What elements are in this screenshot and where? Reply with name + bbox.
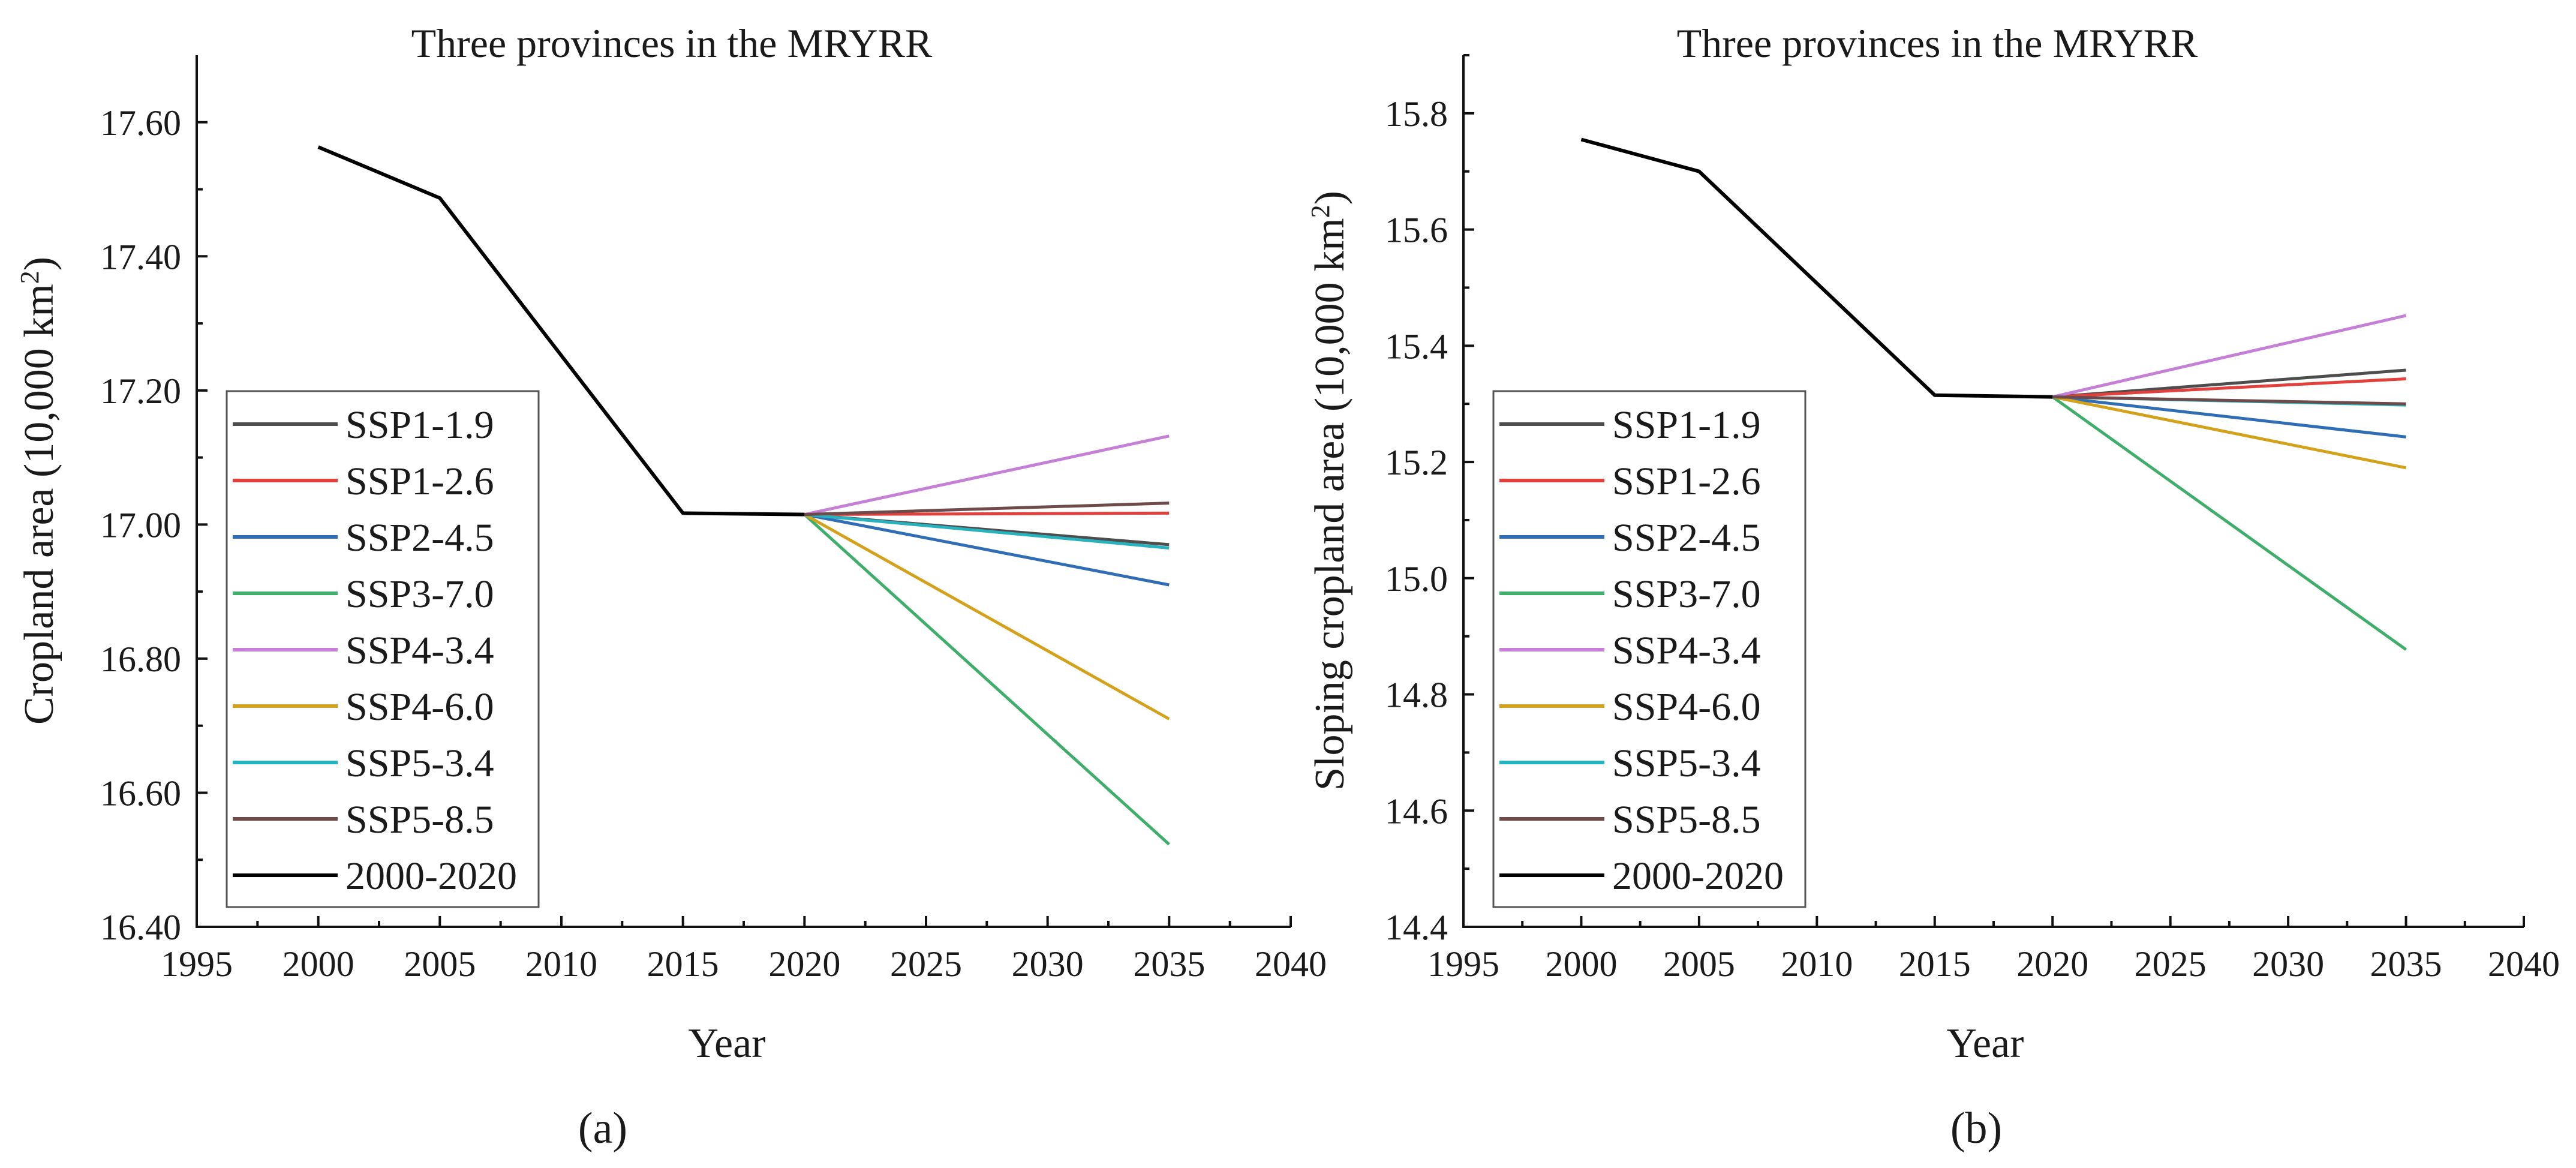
y-tick-label-a-4: 17.20 — [100, 371, 181, 411]
legend-label-b-6: SSP5-3.4 — [1612, 741, 1761, 785]
legend-items-a: SSP1-1.9 SSP1-2.6 SSP2-4.5 SSP3-7.0 SSP4-3.4… — [233, 403, 517, 898]
panel-label-a: (a) — [578, 1104, 627, 1153]
legend-label-b-4: SSP4-3.4 — [1612, 629, 1761, 672]
legend-label-b-0: SSP1-1.9 — [1612, 403, 1761, 447]
y-axis-label-b-end: ) — [1307, 191, 1353, 205]
legend-label-b-7: SSP5-8.5 — [1612, 798, 1761, 842]
x-tick-label-a-2015: 2015 — [647, 944, 719, 984]
x-tick-label-b-2035: 2035 — [2370, 944, 2442, 984]
legend-label-a-6: SSP5-3.4 — [345, 741, 494, 785]
series-lines-b — [1580, 137, 2407, 651]
x-tick-label-b-2010: 2010 — [1781, 944, 1853, 984]
series-line-a-2 — [804, 513, 1170, 587]
y-axis-label-b: Sloping cropland area (10,000 km2) — [1306, 191, 1354, 791]
series-line-b-8 — [1580, 137, 2053, 399]
series-line-a-5 — [804, 513, 1170, 720]
panel-a: Three provinces in the MRYRR 1995 2000 200… — [15, 20, 1327, 1153]
series-line-b-4 — [2052, 314, 2407, 399]
x-tick-label-b-2040: 2040 — [2488, 944, 2560, 984]
y-axis-label-a-end: ) — [16, 257, 62, 271]
y-ticks-b: 14.4 14.6 14.8 15.0 15.2 15.4 15.6 15.8 — [1385, 54, 1474, 947]
x-ticks-a: 1995 2000 2005 2010 2015 2020 2025 2030 2035 2040 — [161, 916, 1327, 984]
y-tick-label-b-7: 15.8 — [1385, 94, 1448, 134]
y-axis-label-a-main: Cropland area (10,000 km — [16, 284, 62, 725]
y-axis-label-b-sup: 2 — [1306, 205, 1335, 218]
legend-label-b-8: 2000-2020 — [1612, 854, 1784, 898]
series-line-a-4 — [804, 434, 1170, 517]
legend-label-a-0: SSP1-1.9 — [345, 403, 494, 447]
series-line-b-1 — [2052, 377, 2406, 399]
series-line-b-2 — [2052, 395, 2406, 439]
x-tick-label-b-2005: 2005 — [1663, 944, 1735, 984]
series-line-b-3 — [2051, 395, 2407, 651]
x-tick-label-b-2030: 2030 — [2252, 944, 2324, 984]
y-tick-label-b-5: 15.4 — [1385, 326, 1448, 366]
x-tick-label-b-2000: 2000 — [1545, 944, 1617, 984]
y-tick-label-b-3: 15.0 — [1385, 559, 1448, 599]
legend-label-b-1: SSP1-2.6 — [1612, 460, 1761, 503]
y-tick-label-a-5: 17.40 — [100, 237, 181, 277]
legend-items-b: SSP1-1.9 SSP1-2.6 SSP2-4.5 SSP3-7.0 SSP4-3.4… — [1499, 403, 1784, 898]
x-tick-label-a-1995: 1995 — [161, 944, 233, 984]
x-tick-label-a-2000: 2000 — [282, 944, 354, 984]
legend-label-b-2: SSP2-4.5 — [1612, 516, 1761, 560]
x-tick-label-a-2040: 2040 — [1255, 944, 1327, 984]
panel-label-b: (b) — [1950, 1104, 2002, 1153]
y-tick-label-b-4: 15.2 — [1385, 443, 1448, 482]
series-line-a-8 — [317, 145, 805, 517]
y-tick-label-b-2: 14.8 — [1385, 675, 1448, 715]
x-tick-label-b-2015: 2015 — [1899, 944, 1971, 984]
legend-label-a-3: SSP3-7.0 — [345, 572, 494, 616]
legend-label-a-4: SSP4-3.4 — [345, 629, 494, 672]
y-tick-label-a-2: 16.80 — [100, 639, 181, 679]
y-tick-label-a-0: 16.40 — [100, 908, 181, 947]
x-tick-label-a-2020: 2020 — [768, 944, 840, 984]
legend-label-b-3: SSP3-7.0 — [1612, 572, 1761, 616]
y-axis-label-a-sup: 2 — [15, 271, 44, 284]
chart-title-b: Three provinces in the MRYRR — [1677, 20, 2198, 66]
y-tick-label-a-3: 17.00 — [100, 505, 181, 545]
legend-label-a-2: SSP2-4.5 — [345, 516, 494, 560]
x-tick-label-a-2010: 2010 — [525, 944, 597, 984]
legend-label-b-5: SSP4-6.0 — [1612, 685, 1761, 729]
x-ticks-b: 1995 2000 2005 2010 2015 2020 2025 2030 2035 2040 — [1427, 916, 2560, 984]
legend-label-a-7: SSP5-8.5 — [345, 798, 494, 842]
legend-label-a-8: 2000-2020 — [345, 854, 517, 898]
x-tick-label-a-2005: 2005 — [404, 944, 476, 984]
x-axis-label-a: Year — [689, 1020, 766, 1067]
series-line-a-7 — [804, 502, 1170, 517]
series-line-b-7 — [2052, 395, 2406, 406]
x-axis-label-b: Year — [1947, 1020, 2024, 1067]
y-axis-label-b-main: Sloping cropland area (10,000 km — [1307, 218, 1353, 791]
y-axis-label-a: Cropland area (10,000 km2) — [15, 257, 63, 725]
y-tick-label-a-1: 16.60 — [100, 773, 181, 813]
series-line-b-5 — [2052, 395, 2407, 470]
series-line-a-3 — [803, 513, 1170, 846]
chart-title-a: Three provinces in the MRYRR — [411, 20, 933, 66]
y-tick-label-b-0: 14.4 — [1385, 908, 1448, 947]
x-tick-label-a-2030: 2030 — [1012, 944, 1084, 984]
x-tick-label-b-2020: 2020 — [2016, 944, 2088, 984]
y-ticks-a: 16.40 16.60 16.80 17.00 17.20 17.40 17.60 — [100, 103, 208, 947]
series-lines-a — [317, 145, 1170, 846]
y-tick-label-a-6: 17.60 — [100, 103, 181, 143]
y-tick-label-b-1: 14.6 — [1385, 791, 1448, 831]
panel-b: Three provinces in the MRYRR 1995 2000 200… — [1306, 20, 2560, 1153]
legend-label-a-1: SSP1-2.6 — [345, 460, 494, 503]
x-tick-label-a-2025: 2025 — [890, 944, 962, 984]
legend-label-a-5: SSP4-6.0 — [345, 685, 494, 729]
series-line-a-1 — [804, 511, 1170, 517]
x-tick-label-b-1995: 1995 — [1427, 944, 1499, 984]
series-line-a-6 — [804, 513, 1170, 550]
x-tick-label-b-2025: 2025 — [2135, 944, 2207, 984]
x-tick-label-a-2035: 2035 — [1133, 944, 1205, 984]
y-tick-label-b-6: 15.6 — [1385, 211, 1448, 250]
